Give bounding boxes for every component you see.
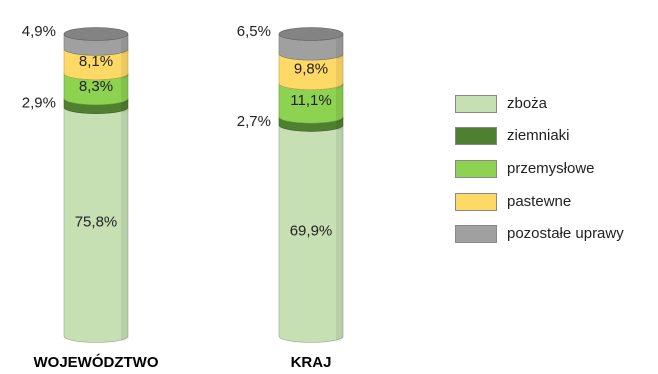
segment-shade-kraj-ziemniaki [336, 116, 344, 131]
legend-label-ziemniaki: ziemniaki [507, 127, 570, 144]
legend-swatch-ziemniaki [455, 127, 497, 145]
data-label-wojewodztwo-ziemniaki: 2,9% [22, 95, 56, 112]
segment-shade-kraj-pastewne [336, 53, 344, 90]
data-label-kraj-pastewne: 9,8% [294, 60, 328, 77]
segment-shade-wojewodztwo-ziemniaki [121, 98, 129, 113]
data-label-kraj-ziemniaki: 2,7% [237, 113, 271, 130]
segment-shade-wojewodztwo-przemyslowe [121, 73, 129, 105]
data-label-wojewodztwo-pozostale: 4,9% [22, 23, 56, 40]
legend-label-pozostale: pozostałe uprawy [507, 225, 624, 242]
legend-swatch-przemyslowe [455, 160, 497, 178]
segment-shade-wojewodztwo-pozostale [121, 34, 129, 55]
legend-label-przemyslowe: przemysłowe [507, 160, 595, 177]
segment-shade-kraj-przemyslowe [336, 83, 344, 123]
legend-item-pastewne: pastewne [455, 193, 658, 213]
category-label-kraj: KRAJ [291, 354, 332, 371]
legend-label-pastewne: pastewne [507, 193, 572, 210]
data-label-kraj-pozostale: 6,5% [237, 23, 271, 40]
data-label-wojewodztwo-zboza: 75,8% [75, 214, 118, 231]
cylinder-top-cap-wojewodztwo [63, 27, 129, 41]
data-label-wojewodztwo-pastewne: 8,1% [79, 53, 113, 70]
legend-item-zboza: zboża [455, 95, 658, 115]
legend-swatch-zboza [455, 95, 497, 113]
segment-shade-wojewodztwo-pastewne [121, 48, 129, 80]
legend-item-przemyslowe: przemysłowe [455, 160, 658, 180]
cylinder-top-cap-kraj [278, 27, 344, 41]
legend-label-zboza: zboża [507, 95, 548, 112]
data-label-wojewodztwo-przemyslowe: 8,3% [79, 78, 113, 95]
legend-item-pozostale: pozostałe uprawy [455, 225, 658, 245]
cylinder-kraj [278, 27, 344, 343]
legend-swatch-pozostale [455, 225, 497, 243]
data-label-kraj-przemyslowe: 11,1% [290, 92, 331, 109]
segment-shade-kraj-zboza [336, 124, 344, 342]
data-label-kraj-zboza: 69,9% [290, 222, 333, 239]
segment-shade-wojewodztwo-zboza [121, 107, 129, 342]
legend-swatch-pastewne [455, 193, 497, 211]
cylinder-wojewodztwo [63, 27, 129, 343]
category-label-wojewodztwo: WOJEWÓDZTWO [34, 353, 159, 371]
legend-item-ziemniaki: ziemniaki [455, 127, 658, 147]
segment-shade-kraj-pozostale [336, 34, 344, 60]
